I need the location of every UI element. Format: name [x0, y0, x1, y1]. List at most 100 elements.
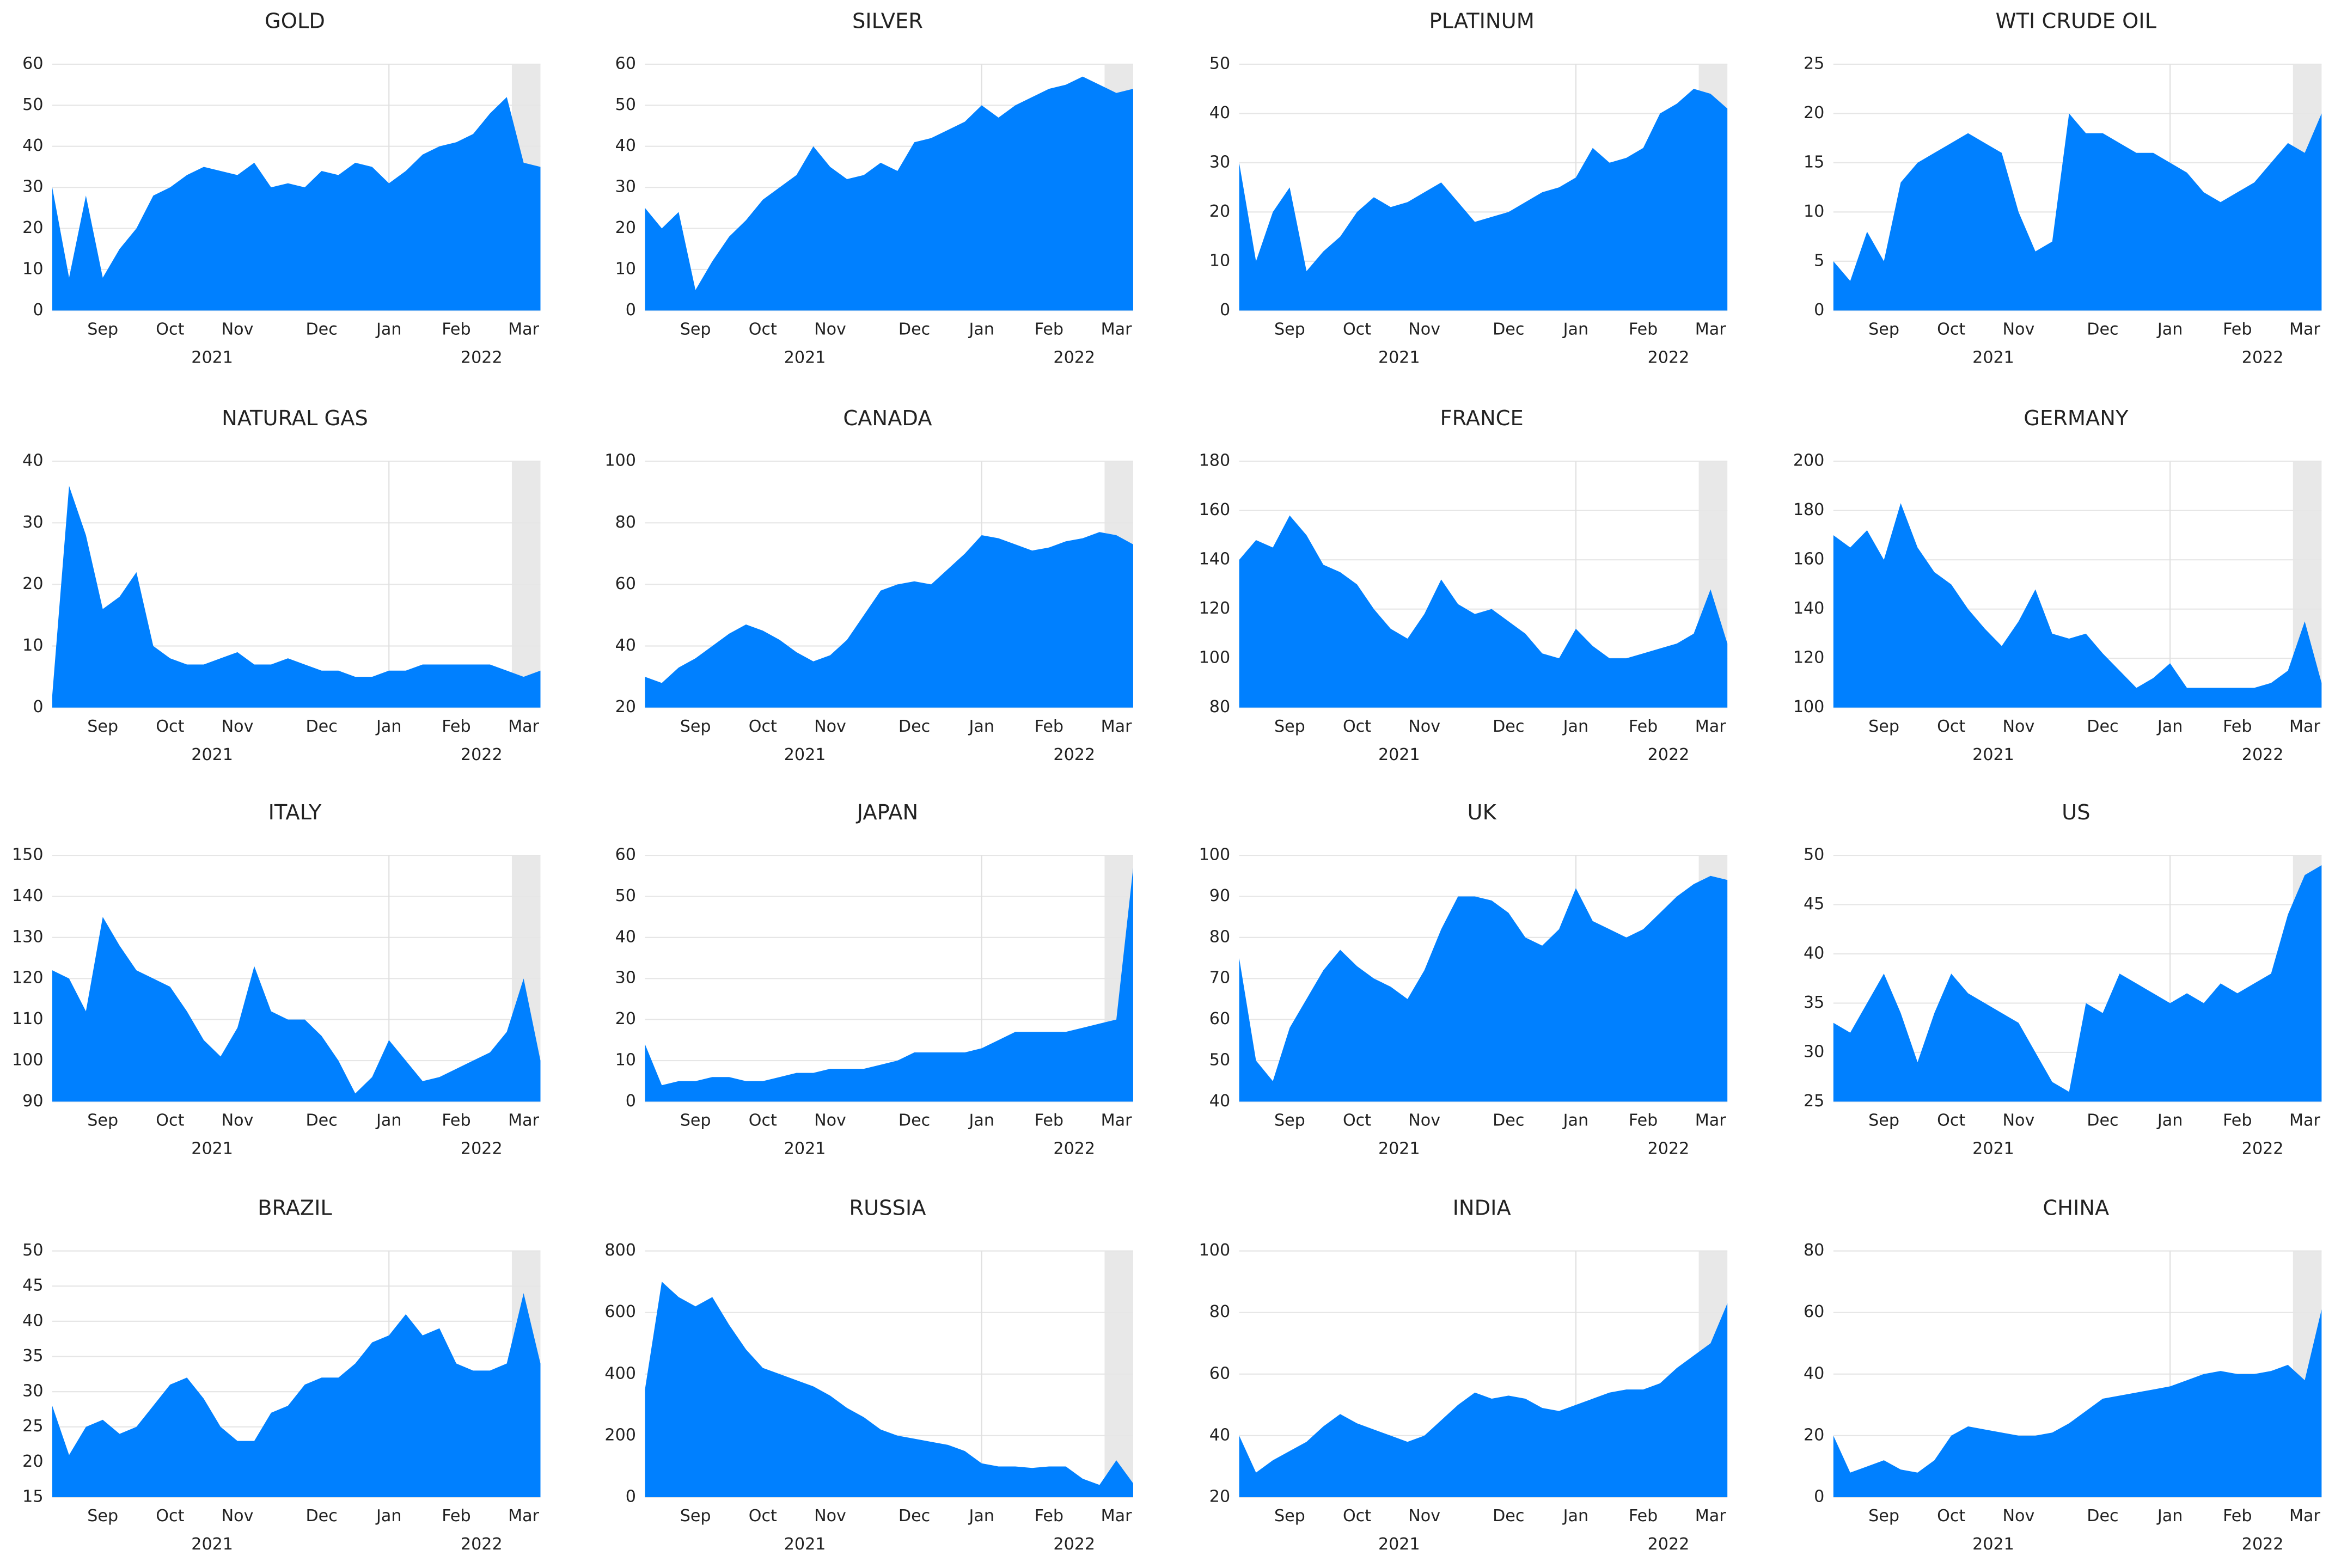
y-tick-label: 10 [22, 636, 43, 655]
x-tick-label: Feb [1629, 717, 1658, 736]
x-tick-label: Mar [2289, 1111, 2320, 1130]
chart-title: GERMANY [2024, 406, 2129, 431]
x-tick-label: Jan [375, 1506, 401, 1526]
x-tick-label: Oct [1343, 1506, 1371, 1526]
y-tick-label: 100 [604, 451, 636, 470]
x-tick-label: Feb [1035, 717, 1063, 736]
x-tick-label: Nov [222, 1506, 254, 1526]
y-tick-label: 30 [1209, 152, 1230, 171]
x-tick-label: Sep [1868, 1506, 1899, 1526]
x-tick-label: Oct [1937, 1506, 1965, 1526]
y-tick-label: 90 [1209, 886, 1230, 905]
x-tick-label: Sep [1274, 1111, 1305, 1130]
chart-title: US [2062, 800, 2090, 825]
x-tick-label: Nov [1408, 320, 1440, 339]
y-tick-label: 40 [22, 136, 43, 155]
area [52, 97, 541, 311]
y-tick-label: 100 [12, 1051, 44, 1070]
year-label: 2021 [1378, 745, 1420, 764]
x-tick-label: Mar [1695, 1506, 1726, 1526]
x-tick-label: Nov [2002, 1111, 2034, 1130]
y-tick-label: 100 [1793, 697, 1825, 716]
y-tick-label: 0 [1220, 301, 1230, 320]
y-tick-label: 40 [615, 636, 636, 655]
year-label: 2022 [1648, 348, 1690, 367]
x-tick-label: Dec [898, 1111, 930, 1130]
area [1239, 875, 1728, 1102]
panel: 0 10 20 30 40 50 60 Sep Oct Nov Dec Jan Feb Mar 2021 20… [615, 800, 1133, 1159]
year-label: 2021 [784, 348, 826, 367]
year-label: 2022 [461, 1535, 503, 1554]
x-tick-label: Dec [1493, 1111, 1524, 1130]
x-tick-label: Mar [508, 717, 539, 736]
y-tick-label: 70 [1209, 969, 1230, 988]
year-label: 2021 [1972, 1140, 2014, 1159]
x-tick-label: Feb [2223, 1111, 2252, 1130]
x-tick-label: Oct [749, 1111, 777, 1130]
y-tick-label: 40 [615, 136, 636, 155]
x-tick-label: Sep [680, 320, 711, 339]
y-tick-label: 0 [33, 301, 43, 320]
x-tick-label: Oct [156, 717, 184, 736]
chart-title: FRANCE [1440, 406, 1524, 431]
area [645, 532, 1133, 708]
x-tick-label: Jan [375, 320, 401, 339]
area [645, 1282, 1133, 1497]
x-tick-label: Feb [1629, 1506, 1658, 1526]
year-label: 2021 [784, 1140, 826, 1159]
x-tick-label: Jan [968, 320, 994, 339]
x-tick-label: Sep [87, 320, 118, 339]
y-tick-label: 600 [604, 1302, 636, 1321]
x-tick-label: Dec [898, 1506, 930, 1526]
x-tick-label: Dec [1493, 320, 1524, 339]
chart-title: WTI CRUDE OIL [1996, 9, 2157, 34]
y-tick-label: 90 [22, 1092, 43, 1111]
x-tick-label: Feb [1035, 1111, 1063, 1130]
x-tick-label: Oct [749, 717, 777, 736]
x-tick-label: Jan [968, 1111, 994, 1130]
x-tick-label: Nov [814, 1111, 846, 1130]
x-tick-label: Nov [222, 1111, 254, 1130]
panel: 0 10 20 30 40 50 Sep Oct Nov Dec Jan Feb Mar 2021 2022… [1209, 9, 1728, 367]
chart-title: PLATINUM [1429, 9, 1534, 34]
y-tick-label: 25 [1804, 1092, 1824, 1111]
x-tick-label: Sep [1274, 1506, 1305, 1526]
y-tick-label: 200 [604, 1425, 636, 1444]
x-tick-label: Nov [1408, 1506, 1440, 1526]
x-tick-label: Mar [1695, 717, 1726, 736]
x-tick-label: Sep [1274, 320, 1305, 339]
x-tick-label: Oct [1937, 320, 1965, 339]
chart-title: UK [1468, 800, 1497, 825]
y-tick-label: 130 [12, 927, 44, 946]
x-tick-label: Dec [305, 1111, 337, 1130]
x-tick-label: Nov [1408, 1111, 1440, 1130]
panel: 20 40 60 80 100 Sep Oct Nov Dec Jan Feb Mar 2021 2022… [1199, 1196, 1728, 1554]
y-tick-label: 50 [615, 886, 636, 905]
year-label: 2022 [1648, 745, 1690, 764]
year-label: 2022 [1053, 348, 1095, 367]
panel: 0 10 20 30 40 50 60 Sep Oct Nov Dec Jan Feb Mar 2021 20… [22, 9, 541, 367]
x-tick-label: Sep [87, 717, 118, 736]
y-tick-label: 40 [1209, 103, 1230, 122]
x-tick-label: Oct [156, 1506, 184, 1526]
area [645, 76, 1133, 311]
y-tick-label: 50 [1804, 846, 1824, 865]
y-tick-label: 25 [1804, 54, 1824, 73]
x-tick-label: Feb [442, 717, 470, 736]
chart-title: SILVER [852, 9, 923, 34]
x-tick-label: Mar [2289, 717, 2320, 736]
x-tick-label: Feb [2223, 1506, 2252, 1526]
y-tick-label: 100 [1199, 846, 1231, 865]
x-tick-label: Jan [2156, 1111, 2183, 1130]
y-tick-label: 30 [22, 513, 43, 532]
y-tick-label: 35 [22, 1346, 43, 1365]
x-tick-label: Jan [375, 717, 401, 736]
x-tick-label: Oct [1937, 1111, 1965, 1130]
y-tick-label: 40 [615, 927, 636, 946]
x-tick-label: Feb [2223, 717, 2252, 736]
x-tick-label: Sep [1868, 320, 1899, 339]
chart-title: INDIA [1453, 1196, 1511, 1220]
x-tick-label: Dec [305, 320, 337, 339]
y-tick-label: 0 [626, 1092, 636, 1111]
